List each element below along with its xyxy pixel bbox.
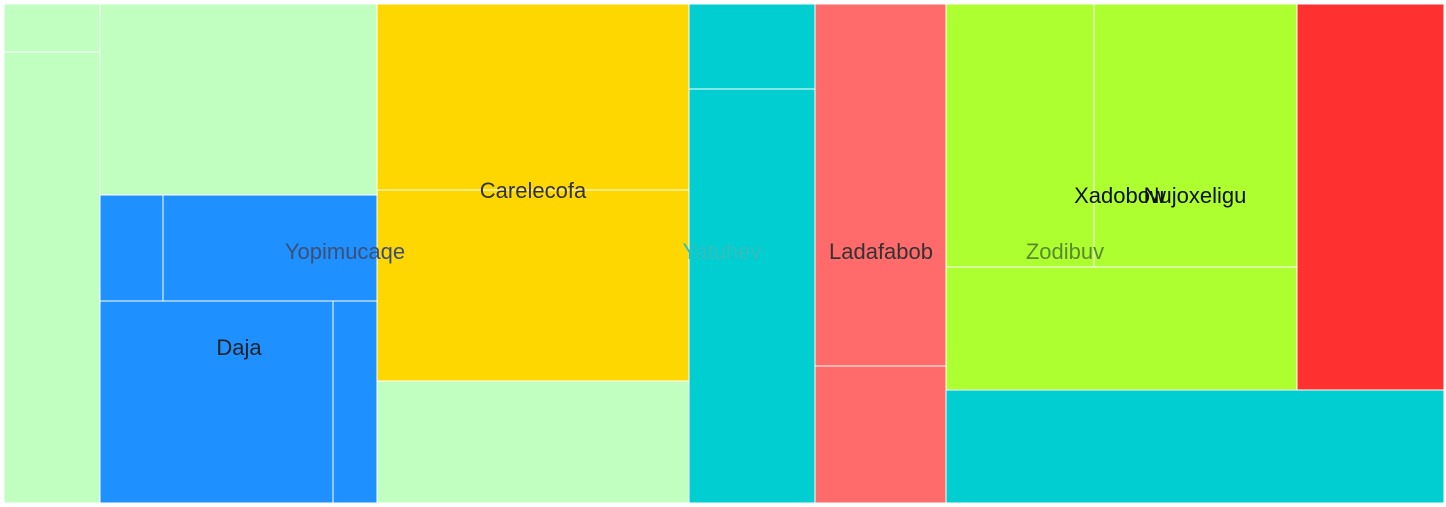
treemap-tile-t7 [332,300,378,504]
treemap-tile-t16 [1093,3,1298,268]
tile-label-yopimucaqe: Yopimucaqe [285,239,405,264]
treemap-tile-t2 [3,51,101,504]
treemap-tile-t9 [376,189,690,382]
treemap-tile-t8 [376,3,690,191]
treemap-tile-t13 [814,3,947,367]
treemap-tile-t19 [945,389,1445,504]
treemap-tile-t6 [99,300,334,504]
treemap-tile-t18 [1296,3,1445,391]
tile-label-daja: Daja [216,335,262,360]
treemap-tile-t15 [945,3,1095,268]
tile-label-zodibuv: Zodibuv [1026,239,1104,264]
tile-label-ladafabob: Ladafabob [829,239,933,264]
treemap-tile-t1 [3,3,101,53]
tile-label-carelecofa: Carelecofa [480,178,587,203]
treemap-labels: Daja Carelecofa Yopimucaqe Yatuhev Ladafabob… [216,178,1246,360]
treemap-tile-t10 [376,380,690,504]
treemap-tile-t5 [162,194,378,302]
tile-label-xadobow: Xadobow [1074,183,1166,208]
treemap-tile-t17 [945,266,1298,391]
treemap-tiles [3,3,1445,504]
tile-label-nujoxeligu: Nujoxeligu [1144,183,1247,208]
treemap-tile-t12 [688,88,816,504]
treemap-tile-t4 [99,194,164,302]
treemap-tile-t3 [99,3,378,196]
treemap-tile-t14 [814,365,947,504]
treemap-tile-t11 [688,3,816,90]
tile-label-yatuhev: Yatuhev [682,239,761,264]
